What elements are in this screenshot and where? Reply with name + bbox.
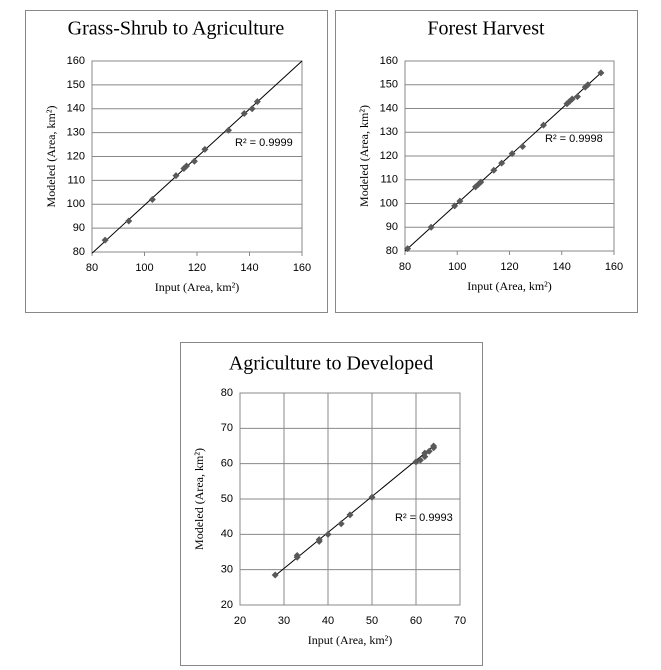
y-axis-label: Modeled (Area, km²) (357, 105, 371, 207)
marker (519, 143, 527, 150)
plot-border (239, 392, 461, 606)
marker (425, 447, 433, 455)
chart-title: Agriculture to Developed (229, 353, 433, 375)
marker (190, 157, 198, 165)
y-tick-label: 90 (73, 222, 85, 234)
y-tick-label: 100 (67, 198, 85, 210)
y-tick-label: 80 (73, 246, 85, 258)
marker (315, 537, 323, 545)
marker (346, 511, 354, 519)
x-tick-label: 120 (500, 261, 518, 273)
x-tick-label: 120 (188, 262, 206, 274)
marker (490, 166, 498, 174)
y-tick-label: 110 (67, 174, 85, 186)
y-tick-label: 150 (380, 79, 398, 91)
y-tick-label: 30 (221, 564, 233, 576)
marker (498, 159, 506, 167)
marker (337, 520, 345, 528)
panel (180, 342, 483, 666)
r-squared: R² = 0.9993 (395, 512, 453, 524)
x-tick-label: 100 (135, 262, 153, 274)
y-tick-label: 80 (386, 245, 398, 257)
x-axis-label: Input (Area, km²) (308, 633, 393, 647)
x-tick-label: 140 (553, 261, 571, 273)
y-tick-label: 120 (380, 150, 398, 162)
marker (183, 162, 190, 170)
trendline (274, 445, 434, 577)
x-tick-label: 30 (278, 615, 290, 627)
marker (539, 121, 547, 129)
x-tick-label: 100 (448, 261, 466, 273)
marker (456, 197, 464, 205)
r-squared: R² = 0.9999 (235, 137, 293, 149)
y-tick-label: 50 (221, 493, 233, 505)
x-tick-label: 40 (322, 615, 334, 627)
marker (430, 442, 438, 450)
marker (421, 453, 429, 461)
x-tick-label: 80 (86, 262, 98, 274)
marker (451, 202, 459, 210)
x-tick-label: 160 (293, 262, 311, 274)
marker (201, 145, 209, 153)
chart-title: Grass-Shrub to Agriculture (68, 18, 285, 40)
marker (324, 530, 332, 538)
y-axis-label: Modeled (Area, km²) (44, 106, 58, 208)
marker (253, 98, 261, 106)
marker (416, 456, 424, 464)
x-tick-label: 80 (399, 261, 411, 273)
marker (573, 93, 581, 101)
plot-border (91, 60, 303, 253)
marker (240, 110, 248, 118)
y-tick-label: 160 (380, 55, 398, 67)
marker (248, 105, 256, 113)
marker (101, 236, 109, 244)
x-tick-label: 20 (234, 615, 246, 627)
marker (568, 95, 576, 103)
y-tick-label: 140 (67, 103, 85, 115)
y-tick-label: 140 (380, 102, 398, 114)
y-tick-label: 130 (380, 126, 398, 138)
y-tick-label: 80 (221, 387, 233, 399)
y-tick-label: 70 (221, 422, 233, 434)
marker (404, 245, 412, 253)
x-tick-label: 70 (454, 615, 466, 627)
marker (172, 172, 180, 180)
x-tick-label: 160 (605, 261, 623, 273)
y-tick-label: 130 (67, 127, 85, 139)
y-tick-label: 120 (67, 150, 85, 162)
x-axis-label: Input (Area, km²) (155, 280, 240, 294)
marker (125, 217, 133, 225)
marker (508, 150, 516, 158)
r-squared: R² = 0.9998 (545, 133, 603, 145)
x-axis-label: Input (Area, km²) (467, 279, 552, 293)
y-axis-label: Modeled (Area, km²) (192, 448, 206, 550)
marker (368, 493, 376, 501)
y-tick-label: 20 (221, 599, 233, 611)
marker (584, 81, 592, 89)
marker (225, 126, 232, 134)
y-tick-label: 90 (386, 221, 398, 233)
x-tick-label: 60 (410, 615, 422, 627)
y-tick-label: 100 (380, 197, 398, 209)
marker (427, 223, 435, 231)
marker (148, 195, 156, 203)
x-tick-label: 140 (240, 262, 258, 274)
marker (271, 571, 279, 579)
marker (293, 552, 301, 560)
y-tick-label: 60 (221, 458, 233, 470)
chart-title: Forest Harvest (427, 18, 545, 40)
x-tick-label: 50 (366, 615, 378, 627)
y-tick-label: 40 (221, 528, 233, 540)
plot-border (404, 60, 615, 252)
y-tick-label: 150 (67, 79, 85, 91)
y-tick-label: 110 (380, 174, 398, 186)
marker (597, 69, 605, 77)
marker (477, 178, 485, 186)
y-tick-label: 160 (67, 55, 85, 67)
